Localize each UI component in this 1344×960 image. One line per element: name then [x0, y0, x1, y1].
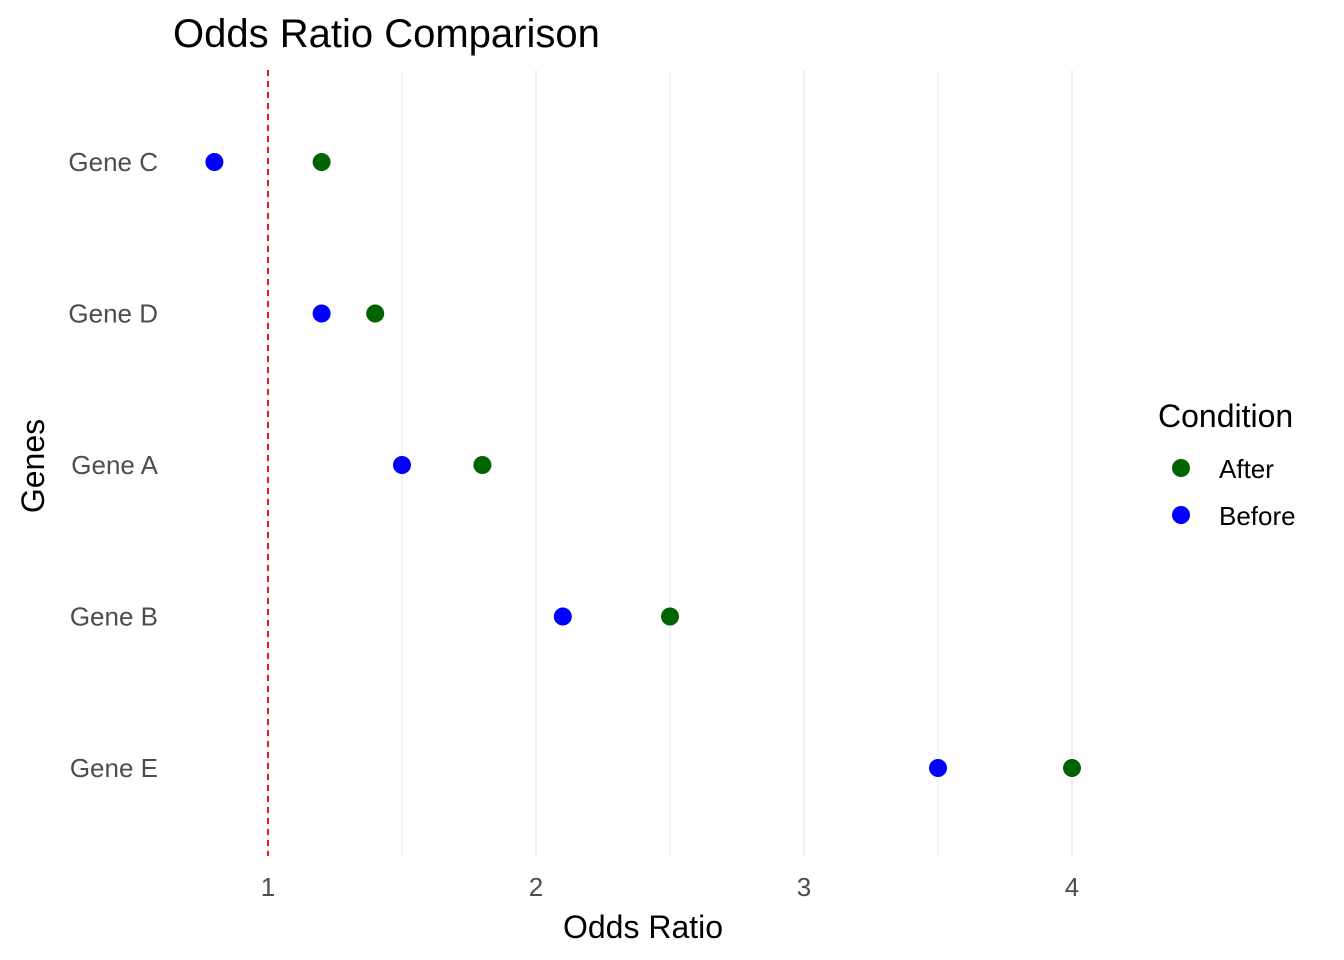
point-before [929, 759, 947, 777]
x-tick-label: 1 [261, 872, 275, 902]
y-tick-label: Gene A [71, 450, 158, 480]
legend-title: Condition [1158, 398, 1293, 434]
x-tick-label: 3 [797, 872, 811, 902]
legend: Condition After Before [1158, 398, 1296, 531]
y-tick-labels: Gene C Gene D Gene A Gene B Gene E [68, 147, 158, 783]
point-after [1063, 759, 1081, 777]
y-tick-label: Gene C [68, 147, 158, 177]
grid-layer [267, 70, 1073, 856]
legend-key-before [1172, 506, 1190, 524]
legend-label-before: Before [1219, 501, 1296, 531]
x-tick-label: 2 [529, 872, 543, 902]
x-tick-label: 4 [1065, 872, 1079, 902]
point-after [473, 456, 492, 474]
legend-label-after: After [1219, 454, 1274, 484]
point-before [393, 456, 411, 474]
point-before [312, 304, 331, 323]
x-axis-title: Odds Ratio [563, 909, 723, 945]
point-before [553, 607, 572, 626]
point-after [366, 304, 385, 323]
legend-items: After Before [1172, 454, 1296, 531]
x-tick-labels: 1 2 3 4 [261, 872, 1079, 902]
data-points [205, 153, 1081, 777]
y-tick-label: Gene E [70, 753, 158, 783]
y-tick-label: Gene B [70, 602, 158, 632]
y-axis-title: Genes [15, 419, 51, 513]
point-before [205, 153, 224, 171]
chart-title: Odds Ratio Comparison [173, 12, 600, 56]
point-after [661, 607, 679, 626]
legend-key-after [1172, 459, 1190, 477]
y-tick-label: Gene D [68, 299, 158, 329]
point-after [312, 153, 331, 171]
